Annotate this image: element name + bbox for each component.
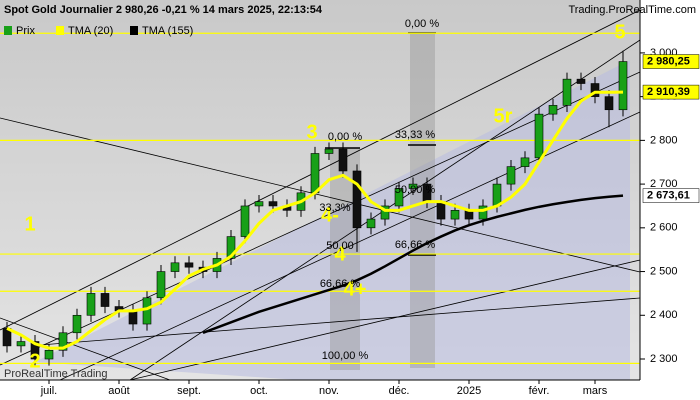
wave-label: 3 bbox=[306, 121, 317, 143]
y-tick-label: 2 700 bbox=[650, 178, 678, 190]
candle-body bbox=[338, 148, 348, 172]
candle-body bbox=[268, 201, 278, 207]
candle-body bbox=[618, 61, 628, 111]
candle-body bbox=[44, 349, 54, 360]
fib-label: 66,66 % bbox=[395, 239, 436, 251]
price-tag-label: 2 673,61 bbox=[647, 190, 690, 202]
trend-line bbox=[0, 71, 641, 366]
wave-label: 5r bbox=[494, 105, 513, 127]
x-tick-label: oct. bbox=[250, 385, 268, 397]
candle-body bbox=[184, 262, 194, 268]
fib-label: 33,33 % bbox=[395, 129, 436, 141]
fib-label: 0,00 % bbox=[405, 18, 439, 30]
price-tag-label: 2 980,25 bbox=[647, 55, 690, 67]
candle-body bbox=[436, 201, 446, 220]
price-tag bbox=[642, 188, 700, 203]
candle-body bbox=[366, 218, 376, 229]
price-tag bbox=[642, 54, 700, 69]
y-tick-label: 2 300 bbox=[650, 353, 678, 365]
legend-swatch bbox=[4, 26, 12, 35]
legend-label: TMA (20) bbox=[68, 25, 113, 37]
candle-body bbox=[16, 341, 26, 347]
candle-body bbox=[226, 236, 236, 259]
candle-body bbox=[576, 78, 586, 84]
x-tick-label: juil. bbox=[40, 385, 58, 397]
y-tick-label: 2 400 bbox=[650, 309, 678, 321]
candle-body bbox=[128, 310, 138, 325]
axis-bg bbox=[0, 380, 640, 400]
fib-label: 66,66 % bbox=[320, 278, 361, 290]
candle-body bbox=[548, 105, 558, 115]
trend-line bbox=[129, 259, 641, 381]
fib-label: 100,00 % bbox=[322, 350, 369, 362]
ma-line bbox=[202, 194, 624, 334]
candle-body bbox=[58, 332, 68, 351]
candle-body bbox=[534, 113, 544, 159]
candle-body bbox=[72, 314, 82, 334]
candle-body bbox=[450, 210, 460, 220]
legend-swatch bbox=[130, 26, 138, 35]
candle-body bbox=[394, 188, 404, 207]
candle-body bbox=[380, 205, 390, 220]
wave-label: 5 bbox=[614, 21, 625, 43]
x-tick-label: sept. bbox=[177, 385, 201, 397]
candle-body bbox=[590, 83, 600, 97]
y-tick-label: 2 500 bbox=[650, 265, 678, 277]
candle-body bbox=[156, 271, 166, 299]
wave-label: 1 bbox=[24, 213, 35, 235]
x-tick-label: mars bbox=[583, 385, 608, 397]
candle-body bbox=[310, 153, 320, 194]
trend-line bbox=[0, 317, 171, 381]
candle-body bbox=[520, 157, 530, 167]
candle-body bbox=[562, 78, 572, 106]
legend-swatch bbox=[56, 26, 64, 35]
trend-line bbox=[0, 117, 641, 273]
legend-label: Prix bbox=[16, 25, 35, 37]
wave-label: 2 bbox=[29, 350, 40, 372]
wave-label: 4 bbox=[334, 243, 346, 265]
candle-body bbox=[100, 293, 110, 307]
fib-label: 0,00 % bbox=[328, 131, 362, 143]
legend-label: TMA (155) bbox=[142, 25, 193, 37]
ma-line bbox=[6, 90, 624, 350]
x-tick-label: août bbox=[108, 385, 129, 397]
wave-label: 4- bbox=[321, 204, 339, 226]
watermark: ProRealTime Trading bbox=[4, 368, 108, 380]
candle-body bbox=[142, 297, 152, 325]
candle-body bbox=[86, 293, 96, 316]
chart-title: Spot Gold Journalier 2 980,26 -0,21 % 14… bbox=[4, 4, 323, 16]
candle-body bbox=[324, 148, 334, 154]
fib-label: 33,3% bbox=[319, 202, 350, 214]
price-tag bbox=[642, 84, 700, 100]
candle-body bbox=[478, 205, 488, 220]
fib-label: 50,00 % bbox=[395, 184, 436, 196]
trend-line bbox=[39, 297, 641, 346]
candle-body bbox=[352, 170, 362, 229]
fib-label: 50,00 bbox=[326, 240, 354, 252]
trend-line bbox=[0, 9, 641, 331]
y-tick-label: 2 800 bbox=[650, 134, 678, 146]
candle-body bbox=[240, 205, 250, 237]
x-tick-label: 2025 bbox=[457, 385, 481, 397]
wave-label: 4+ bbox=[344, 278, 367, 300]
candle-body bbox=[604, 96, 614, 111]
x-tick-label: déc. bbox=[389, 385, 410, 397]
price-tag-label: 2 910,39 bbox=[647, 86, 690, 98]
candle-body bbox=[170, 262, 180, 272]
candle-body bbox=[254, 201, 264, 207]
candle-body bbox=[506, 166, 516, 185]
x-tick-label: nov. bbox=[319, 385, 339, 397]
candle-body bbox=[30, 341, 40, 360]
candle-body bbox=[408, 183, 418, 189]
source: Trading.ProRealTime.com bbox=[568, 4, 696, 16]
y-tick-label: 2 600 bbox=[650, 222, 678, 234]
trend-lines bbox=[0, 9, 641, 381]
x-tick-label: févr. bbox=[529, 385, 550, 397]
